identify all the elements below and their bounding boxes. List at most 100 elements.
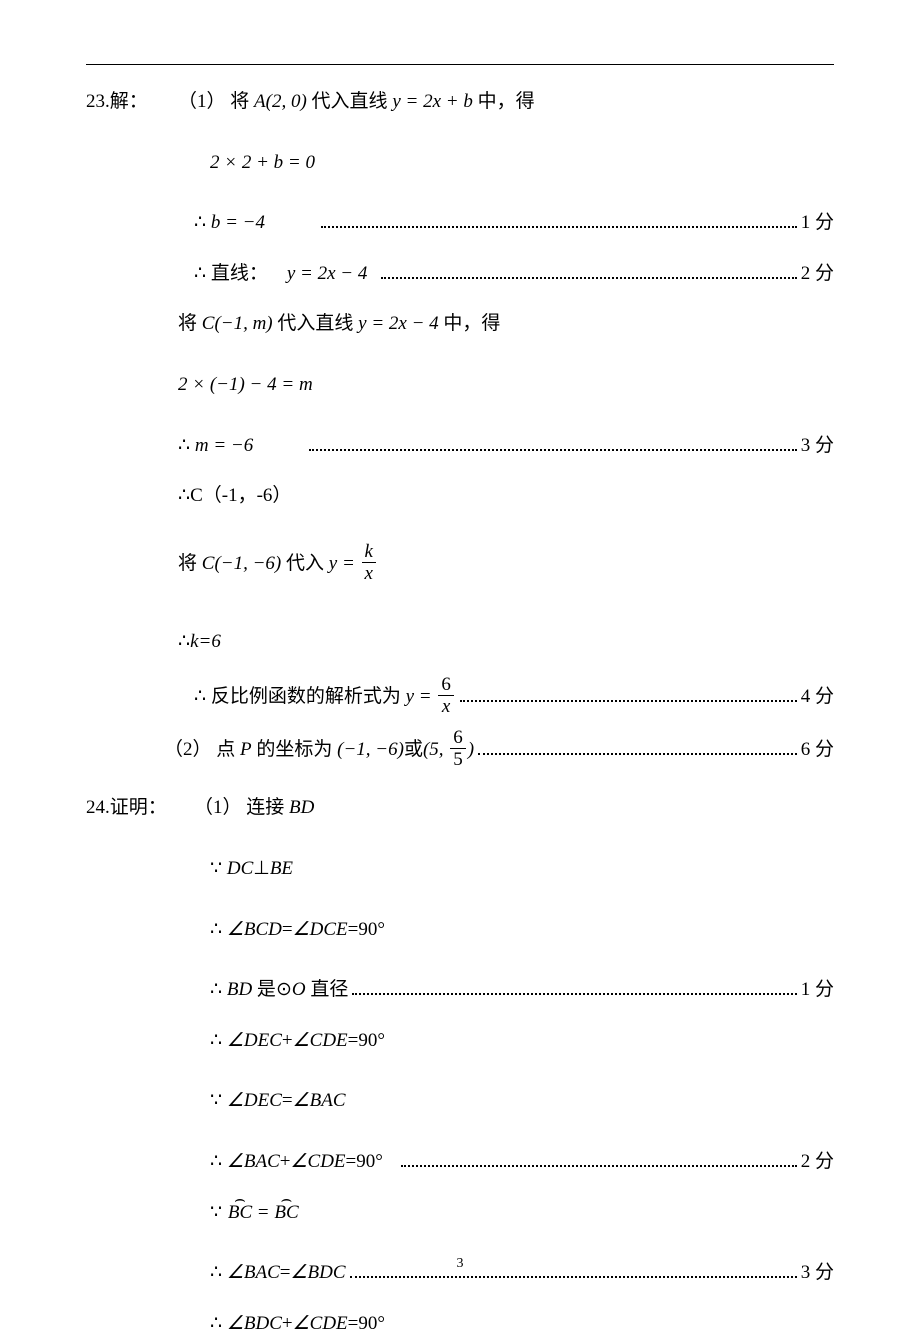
q24-l10-a2: ∠CDE	[293, 1313, 348, 1334]
q24-l4-cn2: 直径	[310, 979, 348, 1000]
q23-l10-eq: k=6	[190, 631, 221, 652]
q23-l7-score: 3 分	[801, 433, 834, 460]
q24-line10: ∴ ∠BDC+∠CDE=90°	[86, 1311, 834, 1337]
q23-l6-eq: 2 × (−1) − 4 = m	[178, 374, 313, 395]
circle-icon: ⊙	[276, 979, 292, 1000]
q23-l12-pt2open: (5,	[423, 739, 444, 760]
q23-l12-or: 或	[404, 739, 423, 760]
q23-l12-P: P	[240, 739, 252, 760]
frac-num: 6	[438, 675, 454, 695]
eq-sign: =	[253, 1202, 273, 1223]
q23-l11-y: y =	[406, 686, 432, 707]
dot-leader	[352, 983, 796, 995]
q23-l5-pre: 将	[178, 313, 197, 334]
q23-l5-post: 中，得	[443, 313, 500, 334]
q24-line3: ∴ ∠BCD=∠DCE=90°	[86, 917, 834, 944]
q24-line4: ∴ BD 是⊙O 直径 1 分	[86, 977, 834, 1004]
q23-line9: 将 C(−1, −6) 代入 y = k x	[86, 544, 834, 585]
q24-line2: ∵ DC⊥BE	[86, 856, 834, 883]
q24-l7-score: 2 分	[801, 1149, 834, 1176]
dot-leader	[478, 743, 797, 755]
q23-l9-mid: 代入	[286, 553, 324, 574]
q24-l7-a2: ∠CDE	[290, 1151, 345, 1172]
q23-l1-pre: 将	[230, 91, 249, 112]
q24-l2-l: DC	[227, 858, 253, 879]
q23-l2-eq: 2 × 2 + b = 0	[210, 152, 315, 173]
q23-line1: 23.解： （1） 将 A(2, 0) 代入直线 y = 2x + b 中，得	[86, 89, 834, 116]
q24-l3-val: =90°	[348, 919, 385, 940]
q24-l6-a2: ∠BAC	[293, 1090, 346, 1111]
q23-l3-eq: b = −4	[211, 212, 265, 233]
dot-leader	[381, 266, 797, 278]
q23-l8-text: C（-1，-6）	[190, 485, 291, 506]
q23-line2: 2 × 2 + b = 0	[86, 150, 834, 177]
q24-l7-a1: ∠BAC	[227, 1151, 280, 1172]
q24-part1-label: （1）	[194, 797, 242, 818]
frac-den: x	[362, 562, 376, 583]
q23-l4-eq: y = 2x − 4	[287, 263, 368, 284]
q23-l12-pt1: (−1, −6)	[337, 739, 404, 760]
dot-leader	[321, 216, 796, 228]
therefore-icon: ∴	[210, 979, 222, 1000]
q23-l5-C: C(−1, m)	[202, 313, 273, 334]
therefore-icon: ∴	[178, 485, 190, 506]
q23-l11-cn: 反比例函数的解析式为	[211, 686, 401, 707]
q24-l6-a1: ∠DEC	[227, 1090, 282, 1111]
q24-l2-r: BE	[270, 858, 293, 879]
q23-l9-pre: 将	[178, 553, 197, 574]
q24-l3-a1: ∠BCD	[227, 919, 282, 940]
q23-l9-C: C(−1, −6)	[202, 553, 281, 574]
q23-l4-score: 2 分	[801, 261, 834, 288]
q24-line5: ∴ ∠DEC+∠CDE=90°	[86, 1028, 834, 1055]
therefore-icon: ∴	[178, 435, 190, 456]
q24-l3-a2: ∠DCE	[293, 919, 348, 940]
therefore-icon: ∴	[178, 631, 190, 652]
top-rule	[86, 64, 834, 65]
therefore-icon: ∴	[194, 212, 206, 233]
q23-l1-A: A(2, 0)	[254, 91, 307, 112]
q24-l5-val: =90°	[348, 1030, 385, 1051]
q24-l5-a2: ∠CDE	[293, 1030, 348, 1051]
q23-number: 23.	[86, 91, 110, 112]
q24-line6: ∵ ∠DEC=∠BAC	[86, 1088, 834, 1115]
eq-sign: =	[282, 1090, 293, 1111]
therefore-icon: ∴	[194, 686, 206, 707]
q23-l3-score: 1 分	[801, 210, 834, 237]
q23-l4-cn: 直线：	[211, 263, 268, 284]
q23-l9-frac: k x	[362, 542, 376, 583]
plus-sign: +	[282, 1313, 293, 1334]
q24-l4-BD: BD	[227, 979, 252, 1000]
q23-l1-eq: y = 2x + b	[392, 91, 473, 112]
dot-leader	[401, 1154, 797, 1166]
q23-line5: 将 C(−1, m) 代入直线 y = 2x − 4 中，得	[86, 311, 834, 338]
q24-line7: ∴ ∠BAC+∠CDE=90° 2 分	[86, 1149, 834, 1176]
q24-l5-a1: ∠DEC	[227, 1030, 282, 1051]
frac-num: k	[362, 542, 376, 562]
q24-l4-O: O	[292, 979, 306, 1000]
q24-method: 证明：	[110, 797, 167, 818]
q23-part1-label: （1）	[178, 91, 226, 112]
q23-l11-frac: 6 x	[438, 675, 454, 716]
because-icon: ∵	[210, 1202, 222, 1223]
q24-line8: ∵ BC = BC	[86, 1200, 834, 1227]
q23-line7: ∴ m = −6 3 分	[86, 433, 834, 460]
frac-den: 5	[450, 748, 466, 769]
q23-part2-label: （2）	[164, 739, 212, 760]
plus-sign: +	[280, 1151, 291, 1172]
therefore-icon: ∴	[194, 263, 206, 284]
q24-l1-BD: BD	[289, 797, 314, 818]
frac-den: x	[438, 695, 454, 716]
q23-l12-cn2: 的坐标为	[256, 739, 332, 760]
q23-l5-eq: y = 2x − 4	[358, 313, 439, 334]
q23-l12-score: 6 分	[801, 737, 834, 764]
q24-line1: 24.证明： （1） 连接 BD	[86, 795, 834, 822]
q24-l7-val: =90°	[346, 1151, 383, 1172]
plus-sign: +	[282, 1030, 293, 1051]
q24-l10-a1: ∠BDC	[227, 1313, 282, 1334]
q24-l1-cn: 连接	[246, 797, 284, 818]
q23-l1-mid: 代入直线	[312, 91, 388, 112]
q23-line11: ∴ 反比例函数的解析式为 y = 6 x 4 分	[86, 677, 834, 718]
q23-l5-mid: 代入直线	[277, 313, 353, 334]
because-icon: ∵	[210, 1090, 222, 1111]
dot-leader	[309, 438, 796, 450]
